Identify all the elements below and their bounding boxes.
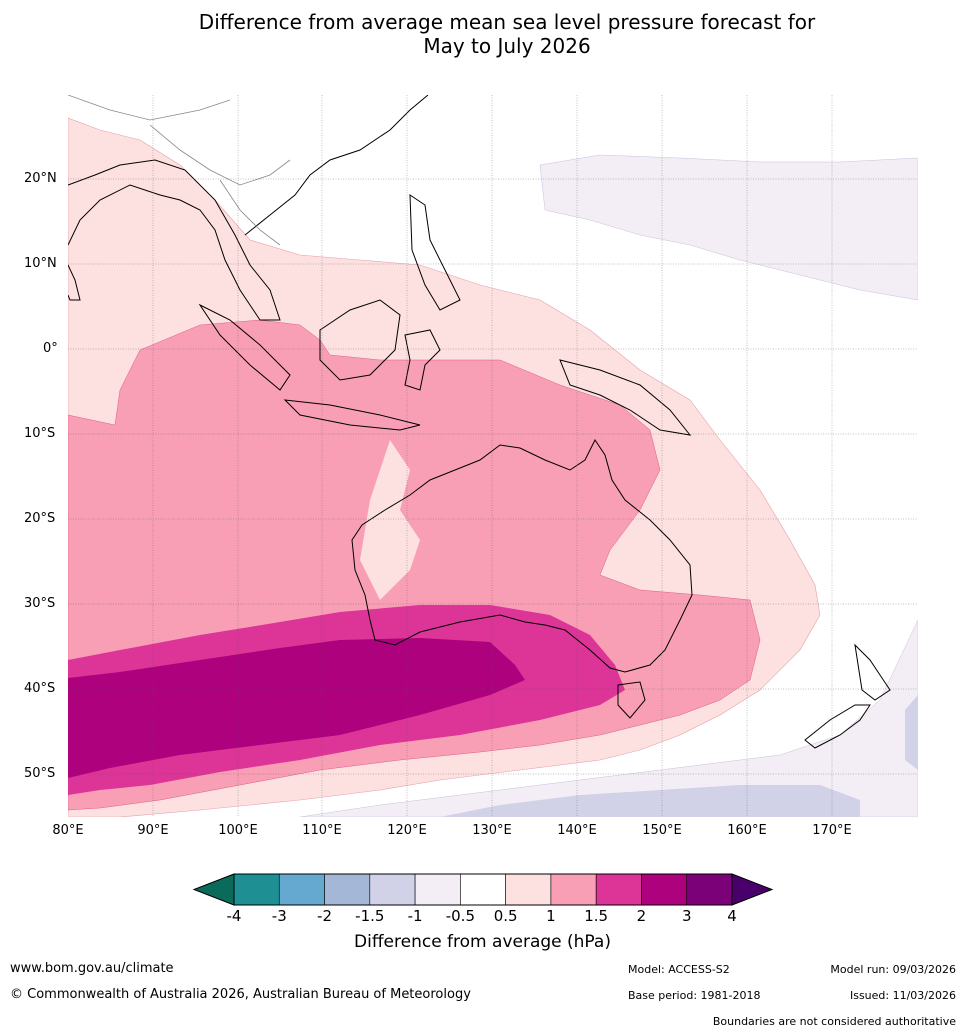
website-link[interactable]: www.bom.gov.au/climate bbox=[10, 961, 174, 976]
new-guinea-coast bbox=[559, 359, 692, 436]
lon-label-100e: 100°E bbox=[218, 823, 258, 838]
colorbar-tick-label: -3 bbox=[271, 907, 287, 925]
title-line-2: May to July 2026 bbox=[423, 34, 591, 58]
java-coast bbox=[283, 399, 421, 431]
anomaly-neg-1-south-region bbox=[440, 785, 860, 817]
issued-date: Issued: 11/03/2026 bbox=[849, 989, 956, 1002]
philippines-coast bbox=[409, 194, 461, 311]
coastlines bbox=[68, 95, 891, 749]
anomaly-neg-1-east-region bbox=[905, 695, 918, 770]
boundaries-note: Boundaries are not considered authoritat… bbox=[712, 1015, 956, 1028]
anomaly-2-3-region bbox=[68, 638, 525, 778]
colorbar-swatch bbox=[278, 873, 325, 906]
colorbar-swatch bbox=[233, 873, 280, 906]
lat-label-20n: 20°N bbox=[24, 171, 57, 186]
gridlines bbox=[68, 95, 918, 817]
lat-label-20s: 20°S bbox=[24, 511, 56, 526]
colorbar-swatch bbox=[324, 873, 371, 906]
colorbar-title: Difference from average (hPa) bbox=[354, 932, 611, 952]
colorbar-arrow-high bbox=[731, 873, 774, 906]
lon-label-150e: 150°E bbox=[642, 823, 682, 838]
colorbar-swatch bbox=[414, 873, 461, 906]
lon-label-130e: 130°E bbox=[472, 823, 512, 838]
borneo-coast bbox=[319, 299, 401, 381]
title-line-1: Difference from average mean sea level p… bbox=[198, 10, 816, 34]
lon-label-170e: 170°E bbox=[812, 823, 852, 838]
anomaly-white-inlet bbox=[360, 440, 420, 600]
colorbar-swatch bbox=[550, 873, 597, 906]
lon-label-80e: 80°E bbox=[52, 823, 84, 838]
sulawesi-coast bbox=[404, 329, 441, 391]
lat-label-10s: 10°S bbox=[24, 426, 56, 441]
new-zealand-south bbox=[804, 704, 871, 749]
lat-label-10n: 10°N bbox=[24, 256, 57, 271]
australia-coast bbox=[351, 439, 693, 673]
colorbar-tick-label: -1.5 bbox=[355, 907, 385, 925]
colorbar-outline bbox=[233, 873, 733, 906]
indochina-coast bbox=[244, 95, 429, 236]
colorbar-arrow-low bbox=[192, 873, 235, 906]
lat-label-50s: 50°S bbox=[24, 766, 56, 781]
colorbar-tick-label: 1.5 bbox=[584, 907, 609, 925]
colorbar-swatch bbox=[460, 873, 506, 906]
colorbar-swatch bbox=[641, 873, 688, 906]
colorbar-tick-label: -2 bbox=[317, 907, 333, 925]
lat-label-30s: 30°S bbox=[24, 596, 56, 611]
colorbar-tick-label: 1 bbox=[546, 907, 556, 925]
colorbar-tick-label: 4 bbox=[727, 907, 737, 925]
colorbar-swatch bbox=[595, 873, 642, 906]
colorbar-swatch bbox=[505, 873, 552, 906]
lon-label-160e: 160°E bbox=[727, 823, 767, 838]
new-zealand-north bbox=[854, 643, 891, 701]
country-borders bbox=[68, 95, 291, 246]
lon-label-110e: 110°E bbox=[302, 823, 342, 838]
colorbar-tick-label: -1 bbox=[407, 907, 423, 925]
anomaly-fields bbox=[68, 95, 918, 817]
colorbar-tick-label: 0.5 bbox=[493, 907, 518, 925]
lat-label-0: 0° bbox=[43, 341, 58, 356]
india-south bbox=[68, 264, 81, 301]
lon-label-120e: 120°E bbox=[387, 823, 427, 838]
lat-label-40s: 40°S bbox=[24, 681, 56, 696]
colorbar-tick-label: -4 bbox=[226, 907, 242, 925]
anomaly-neg-0.5-south-region bbox=[299, 619, 918, 817]
mainland-asia-coast bbox=[68, 159, 281, 321]
sumatra-coast bbox=[198, 303, 291, 391]
lon-label-90e: 90°E bbox=[137, 823, 169, 838]
colorbar-tick-label: -0.5 bbox=[445, 907, 475, 925]
tasmania-coast bbox=[617, 681, 646, 719]
colorbar-swatch bbox=[369, 873, 416, 906]
colorbar-tick-label: 3 bbox=[681, 907, 692, 925]
base-period: Base period: 1981-2018 bbox=[628, 989, 761, 1002]
lon-label-140e: 140°E bbox=[557, 823, 597, 838]
model-run: Model run: 09/03/2026 bbox=[830, 963, 956, 976]
model-name: Model: ACCESS-S2 bbox=[628, 963, 730, 976]
colorbar bbox=[192, 873, 774, 906]
colorbar-swatch bbox=[686, 873, 733, 906]
colorbar-tick-label: 2 bbox=[636, 907, 647, 925]
copyright: © Commonwealth of Australia 2026, Austra… bbox=[10, 987, 471, 1002]
map-title: Difference from average mean sea level p… bbox=[0, 10, 965, 58]
